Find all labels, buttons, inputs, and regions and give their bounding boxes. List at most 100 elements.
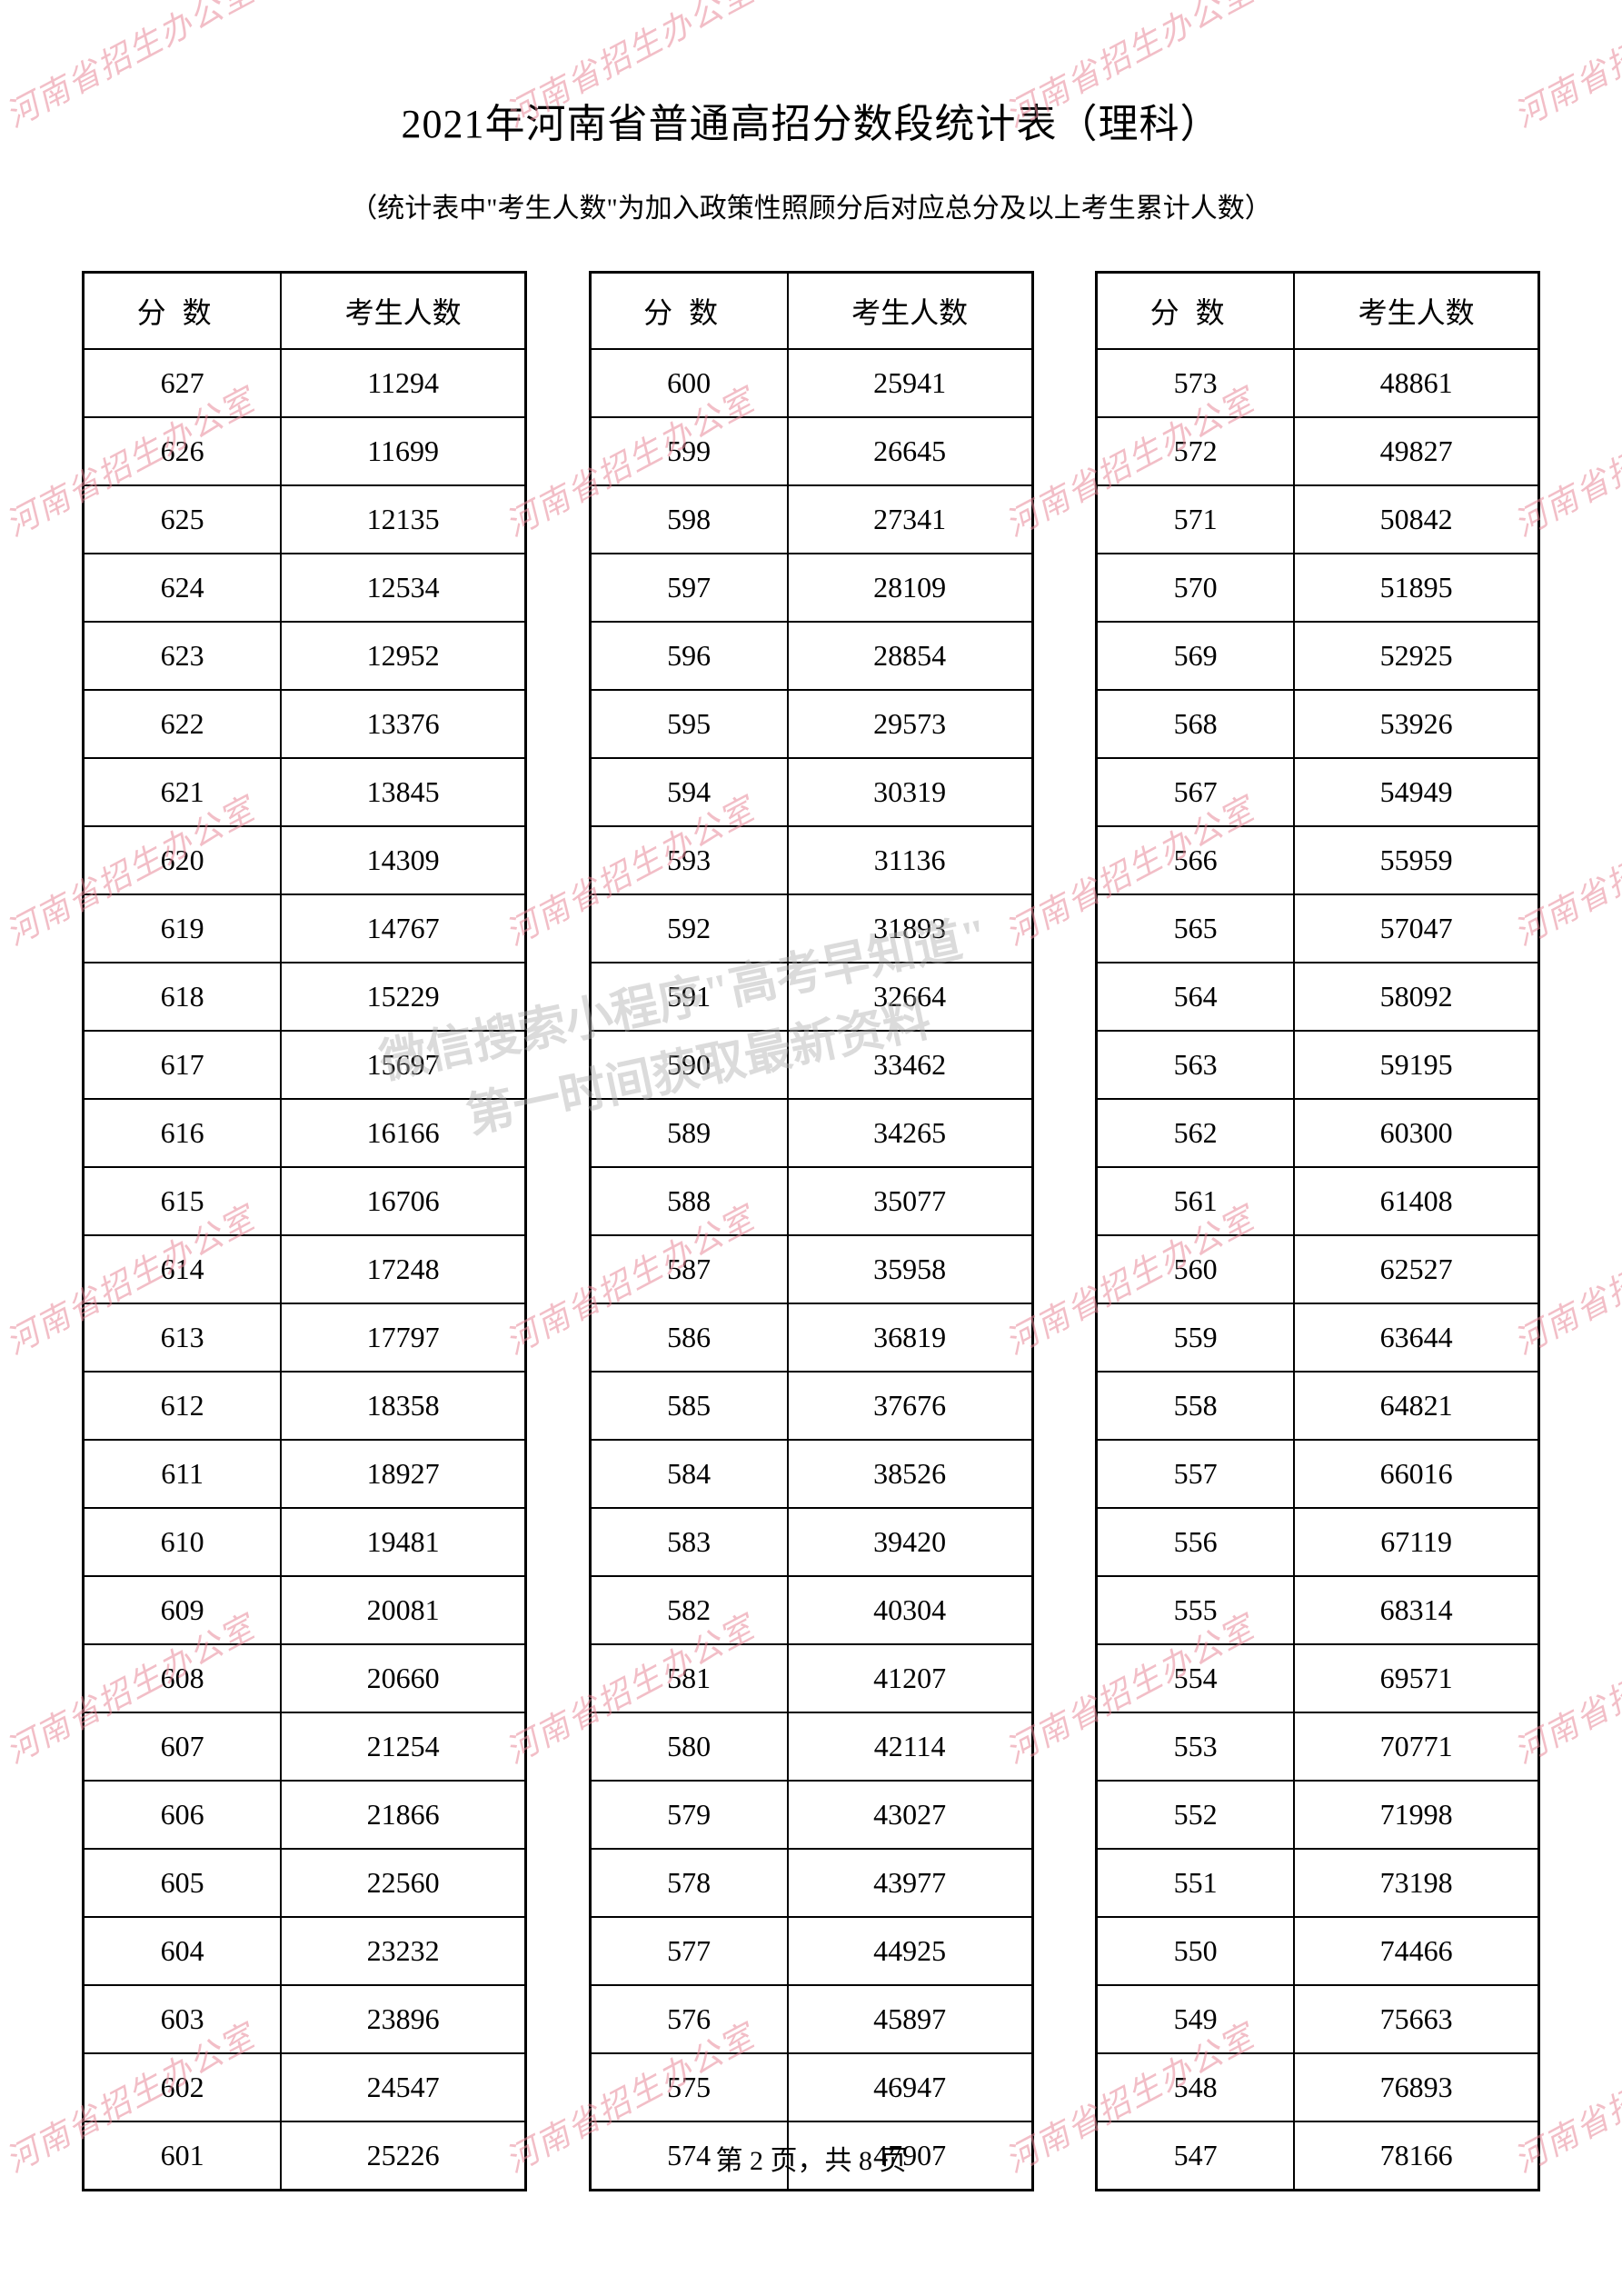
count-cell: 28109 — [788, 554, 1032, 622]
table-row: 62213376 — [84, 690, 526, 758]
score-cell: 618 — [84, 963, 282, 1031]
score-cell: 567 — [1097, 758, 1295, 826]
table-header-row: 分数考生人数 — [1097, 273, 1539, 350]
score-cell: 622 — [84, 690, 282, 758]
table-row: 59331136 — [590, 826, 1032, 894]
table-header-row: 分数考生人数 — [84, 273, 526, 350]
count-cell: 76893 — [1294, 2053, 1538, 2121]
score-cell: 557 — [1097, 1440, 1295, 1508]
table-row: 60423232 — [84, 1917, 526, 1985]
table-row: 62312952 — [84, 622, 526, 690]
count-cell: 19481 — [281, 1508, 525, 1576]
count-cell: 70771 — [1294, 1712, 1538, 1781]
score-cell: 619 — [84, 894, 282, 963]
table-row: 57546947 — [590, 2053, 1032, 2121]
table-row: 57645897 — [590, 1985, 1032, 2053]
table-row: 58438526 — [590, 1440, 1032, 1508]
score-cell: 563 — [1097, 1031, 1295, 1099]
score-cell: 550 — [1097, 1917, 1295, 1985]
count-cell: 58092 — [1294, 963, 1538, 1031]
score-cell: 612 — [84, 1372, 282, 1440]
table-row: 61019481 — [84, 1508, 526, 1576]
count-cell: 69571 — [1294, 1644, 1538, 1712]
score-cell: 623 — [84, 622, 282, 690]
table-row: 55469571 — [1097, 1644, 1539, 1712]
count-cell: 26645 — [788, 417, 1032, 485]
score-cell: 620 — [84, 826, 282, 894]
count-cell: 43027 — [788, 1781, 1032, 1849]
score-cell: 609 — [84, 1576, 282, 1644]
score-cell: 587 — [590, 1235, 788, 1303]
table-row: 59132664 — [590, 963, 1032, 1031]
table-row: 58537676 — [590, 1372, 1032, 1440]
table-row: 56853926 — [1097, 690, 1539, 758]
table-row: 61118927 — [84, 1440, 526, 1508]
score-cell: 598 — [590, 485, 788, 554]
count-cell: 33462 — [788, 1031, 1032, 1099]
score-cell: 571 — [1097, 485, 1295, 554]
table-row: 62512135 — [84, 485, 526, 554]
score-cell: 610 — [84, 1508, 282, 1576]
score-cell: 581 — [590, 1644, 788, 1712]
count-cell: 67119 — [1294, 1508, 1538, 1576]
score-cell: 596 — [590, 622, 788, 690]
table-row: 57843977 — [590, 1849, 1032, 1917]
count-cell: 55959 — [1294, 826, 1538, 894]
score-cell: 556 — [1097, 1508, 1295, 1576]
count-cell: 20081 — [281, 1576, 525, 1644]
score-table-2: 分数考生人数5734886157249827571508425705189556… — [1095, 271, 1540, 2191]
score-cell: 582 — [590, 1576, 788, 1644]
count-cell: 35077 — [788, 1167, 1032, 1235]
score-cell: 566 — [1097, 826, 1295, 894]
count-cell: 16706 — [281, 1167, 525, 1235]
score-cell: 562 — [1097, 1099, 1295, 1167]
score-cell: 604 — [84, 1917, 282, 1985]
score-cell: 580 — [590, 1712, 788, 1781]
table-row: 59529573 — [590, 690, 1032, 758]
table-row: 61616166 — [84, 1099, 526, 1167]
table-row: 62611699 — [84, 417, 526, 485]
table-row: 56062527 — [1097, 1235, 1539, 1303]
score-cell: 605 — [84, 1849, 282, 1917]
count-cell: 31893 — [788, 894, 1032, 963]
count-cell: 44925 — [788, 1917, 1032, 1985]
score-cell: 600 — [590, 349, 788, 417]
table-row: 55667119 — [1097, 1508, 1539, 1576]
page-subtitle: （统计表中"考生人数"为加入政策性照顾分后对应总分及以上考生累计人数） — [82, 185, 1540, 225]
table-row: 55864821 — [1097, 1372, 1539, 1440]
table-row: 57943027 — [590, 1781, 1032, 1849]
score-cell: 590 — [590, 1031, 788, 1099]
count-header: 考生人数 — [281, 273, 525, 350]
score-cell: 558 — [1097, 1372, 1295, 1440]
count-cell: 43977 — [788, 1849, 1032, 1917]
score-cell: 616 — [84, 1099, 282, 1167]
count-cell: 24547 — [281, 2053, 525, 2121]
count-cell: 75663 — [1294, 1985, 1538, 2053]
page-title: 2021年河南省普通高招分数段统计表（理科） — [82, 91, 1540, 149]
score-cell: 555 — [1097, 1576, 1295, 1644]
table-row: 61516706 — [84, 1167, 526, 1235]
score-header: 分数 — [84, 273, 282, 350]
count-header: 考生人数 — [1294, 273, 1538, 350]
count-cell: 61408 — [1294, 1167, 1538, 1235]
score-cell: 588 — [590, 1167, 788, 1235]
count-cell: 23896 — [281, 1985, 525, 2053]
score-cell: 553 — [1097, 1712, 1295, 1781]
count-cell: 18927 — [281, 1440, 525, 1508]
count-cell: 13845 — [281, 758, 525, 826]
count-cell: 12534 — [281, 554, 525, 622]
count-cell: 48861 — [1294, 349, 1538, 417]
count-cell: 21254 — [281, 1712, 525, 1781]
table-row: 56260300 — [1097, 1099, 1539, 1167]
count-cell: 11699 — [281, 417, 525, 485]
table-row: 61317797 — [84, 1303, 526, 1372]
count-cell: 38526 — [788, 1440, 1032, 1508]
table-row: 60025941 — [590, 349, 1032, 417]
score-cell: 593 — [590, 826, 788, 894]
table-row: 61417248 — [84, 1235, 526, 1303]
count-cell: 32664 — [788, 963, 1032, 1031]
count-cell: 12135 — [281, 485, 525, 554]
table-row: 54975663 — [1097, 1985, 1539, 2053]
score-cell: 551 — [1097, 1849, 1295, 1917]
table-row: 57348861 — [1097, 349, 1539, 417]
